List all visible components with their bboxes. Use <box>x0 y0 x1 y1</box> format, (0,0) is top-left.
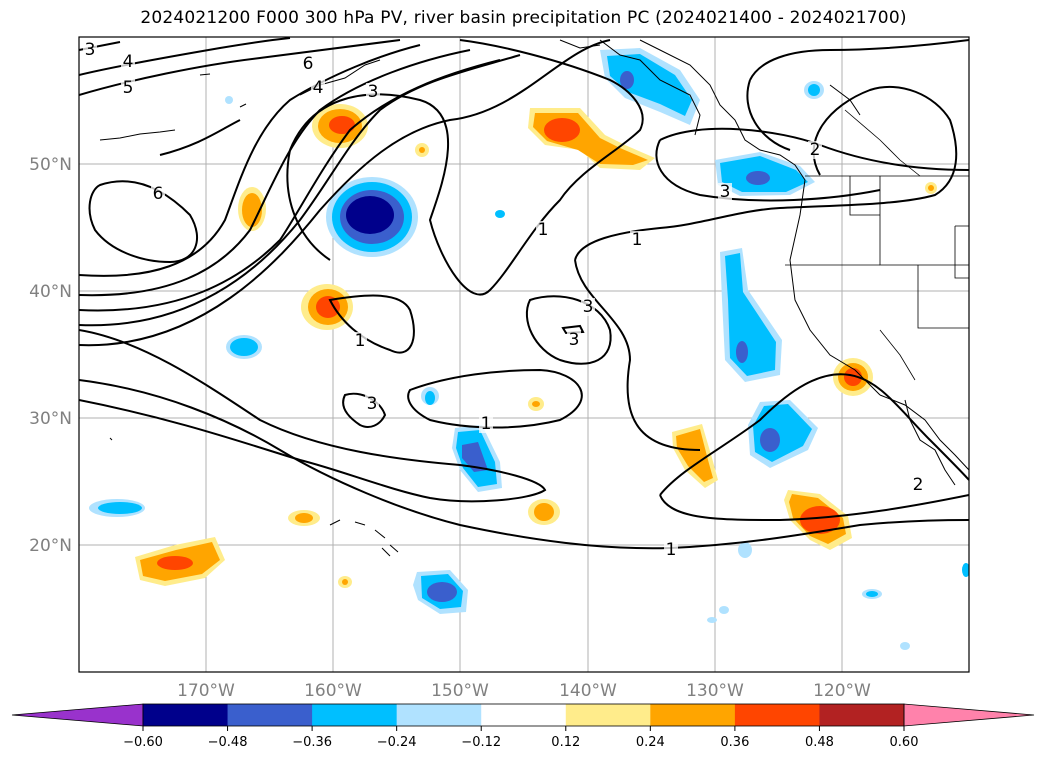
contour-label: 1 <box>538 220 549 240</box>
lon-label-120w: 120°W <box>813 681 871 701</box>
lon-label-140w: 140°W <box>559 681 617 701</box>
contour-label-bg <box>121 53 135 71</box>
lat-label-30n: 30°N <box>29 409 72 429</box>
lat-label-50n: 50°N <box>29 155 72 175</box>
contour-label: 1 <box>632 230 643 250</box>
contour-label: 3 <box>569 330 580 350</box>
colorbar-tick-label: −0.24 <box>377 735 417 750</box>
contour-label: 1 <box>355 331 366 351</box>
contour-label-bg <box>581 298 595 316</box>
colorbar-segment <box>143 704 229 726</box>
contour-label-bg <box>365 395 379 413</box>
contour-label: 4 <box>313 78 324 98</box>
contour-label: 4 <box>123 52 134 72</box>
colorbar-tick-label: −0.36 <box>292 735 332 750</box>
contour-label: 3 <box>368 82 379 102</box>
lon-label-130w: 130°W <box>686 681 744 701</box>
lon-label-150w: 150°W <box>431 681 489 701</box>
contour-label-bg <box>83 41 97 59</box>
contour-label: 6 <box>153 184 164 204</box>
colorbar-segment <box>481 704 567 726</box>
map-frame <box>78 36 970 673</box>
contour-label-bg <box>311 79 325 97</box>
contour-label-bg <box>911 476 925 494</box>
colorbar-tick-label: 0.12 <box>551 735 580 750</box>
contour-label: 3 <box>367 394 378 414</box>
colorbar-tick-label: −0.12 <box>461 735 501 750</box>
contour-label-bg <box>718 183 732 201</box>
contour-label: 1 <box>666 540 677 560</box>
colorbar-tick-label: −0.48 <box>208 735 248 750</box>
contour-label: 1 <box>481 414 492 434</box>
lon-label-170w: 170°W <box>177 681 235 701</box>
colorbar-tick-label: 0.60 <box>890 735 919 750</box>
contour-label-bg <box>664 541 678 559</box>
colorbar-segment <box>650 704 736 726</box>
latitude-labels: 20°N 30°N 40°N 50°N <box>29 155 72 556</box>
colorbar <box>11 703 1035 727</box>
colorbar-segment <box>227 704 313 726</box>
contour-label: 3 <box>583 297 594 317</box>
colorbar-tick-labels: −0.60 −0.48 −0.36 −0.24 −0.12 0.12 0.24 0.36 0.4… <box>123 726 918 750</box>
contour-label-bg <box>151 185 165 203</box>
contour-label-bg <box>536 221 550 239</box>
precip-pc-shading <box>89 48 969 650</box>
colorbar-segment <box>565 704 651 726</box>
map-background <box>79 37 969 672</box>
colorbar-tick-label: 0.24 <box>636 735 665 750</box>
pv-contours <box>79 37 969 550</box>
colorbar-tick-label: 0.36 <box>720 735 749 750</box>
contour-label-bg <box>301 55 315 73</box>
colorbar-frame <box>142 703 905 727</box>
contour-label-bg <box>121 79 135 97</box>
contour-label-bg <box>630 231 644 249</box>
colorbar-tick-label: 0.48 <box>805 735 834 750</box>
country-borders <box>785 109 969 381</box>
map-title: 2024021200 F000 300 hPa PV, river basin … <box>140 8 907 28</box>
contour-label: 2 <box>913 475 924 495</box>
longitude-labels: 170°W 160°W 150°W 140°W 130°W 120°W <box>177 681 871 701</box>
contour-label: 3 <box>85 40 96 60</box>
lat-label-20n: 20°N <box>29 536 72 556</box>
contour-label-bg <box>353 332 367 350</box>
colorbar-segment <box>819 704 905 726</box>
lat-label-40n: 40°N <box>29 282 72 302</box>
contour-label-bg <box>479 415 493 433</box>
colorbar-segment <box>734 704 820 726</box>
colorbar-extend-low <box>11 703 144 727</box>
colorbar-segment <box>312 704 398 726</box>
lon-label-160w: 160°W <box>304 681 362 701</box>
contour-label: 6 <box>303 54 314 74</box>
contour-label: 2 <box>810 140 821 160</box>
contour-label-bg <box>567 331 581 349</box>
contour-label: 3 <box>720 182 731 202</box>
contour-label-bg <box>808 141 822 159</box>
contour-label-bg <box>366 83 380 101</box>
contour-label: 5 <box>123 78 134 98</box>
colorbar-segment <box>396 704 482 726</box>
colorbar-tick-label: −0.60 <box>123 735 163 750</box>
colorbar-extend-high <box>903 703 1035 727</box>
